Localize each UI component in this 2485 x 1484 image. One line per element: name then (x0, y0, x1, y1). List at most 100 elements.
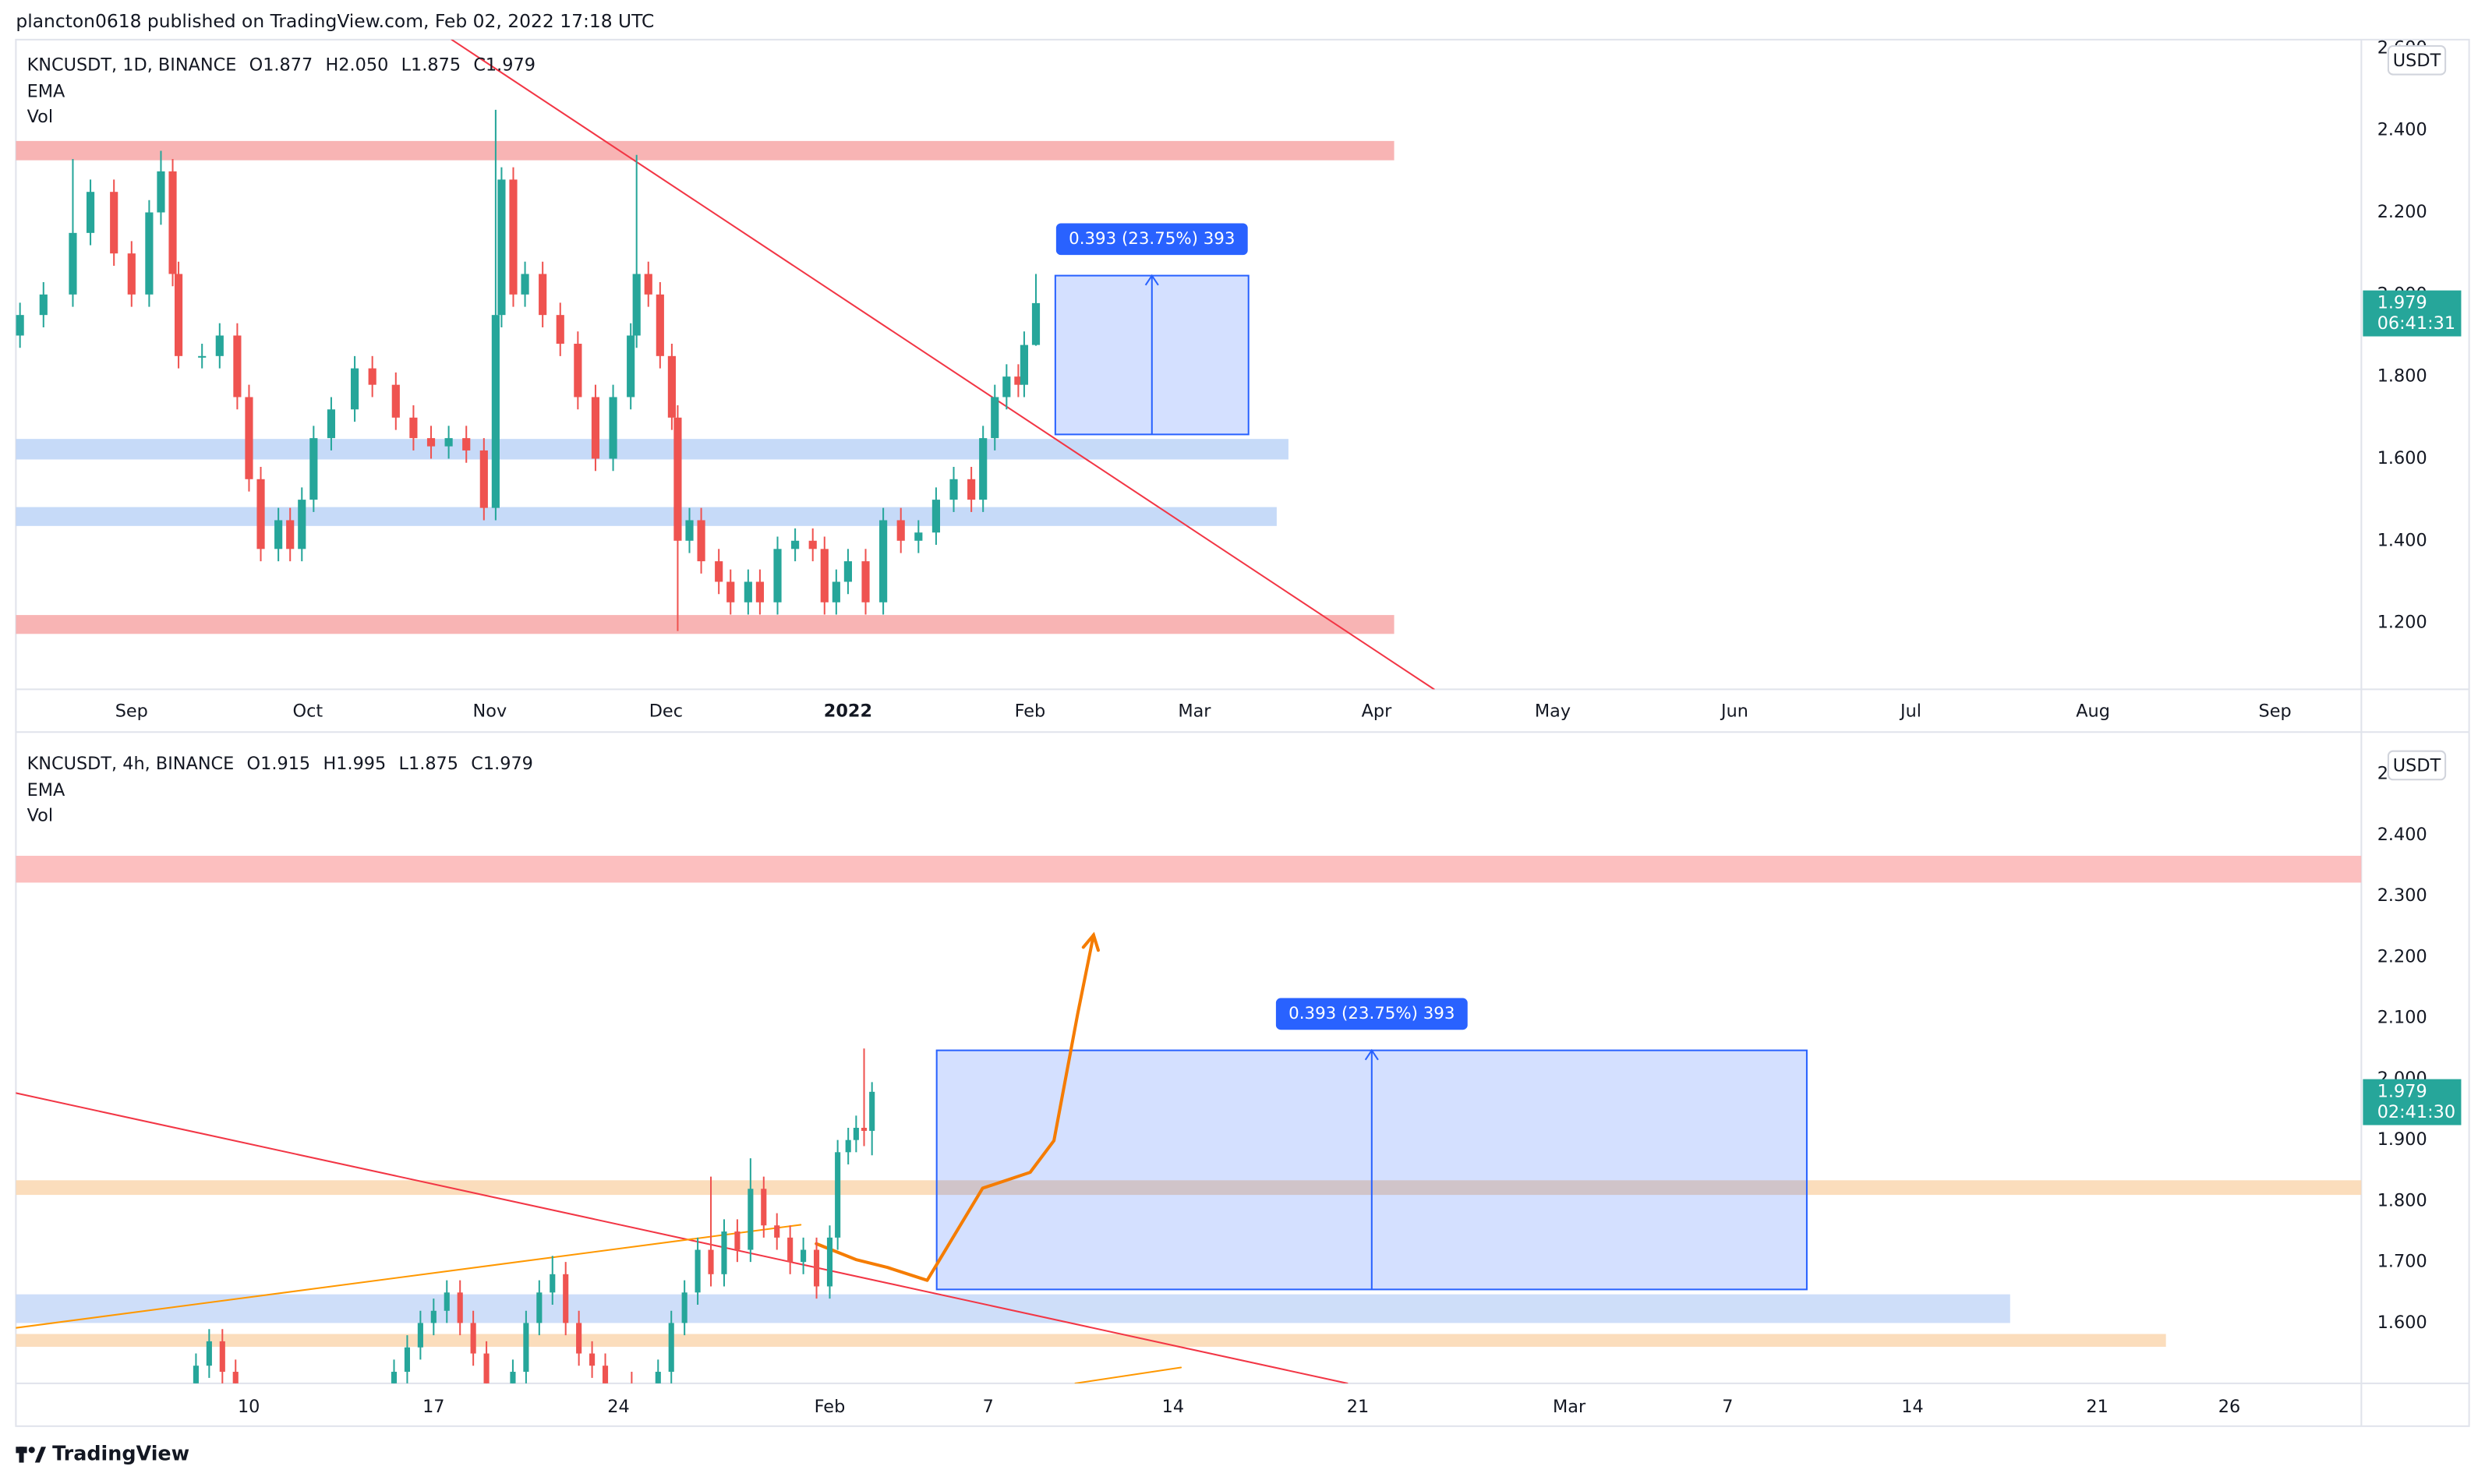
candle-body (774, 1225, 780, 1238)
candle-body (589, 1353, 596, 1366)
y-tick-label: 2.200 (2377, 202, 2427, 222)
pane (16, 855, 2362, 1383)
candle-body (685, 520, 694, 541)
candle-body (193, 1366, 199, 1383)
x-tick-label: Nov (473, 701, 507, 721)
candle-body (391, 1372, 398, 1383)
y-tick-label: 1.800 (2377, 1190, 2427, 1210)
candle-body (110, 192, 118, 254)
candle-body (813, 1249, 820, 1287)
candle-body (808, 540, 817, 549)
candle-body (787, 1237, 794, 1263)
symbol: KNCUSDT, 4h, BINANCE (27, 753, 235, 773)
measure-arrowhead (1364, 1048, 1379, 1061)
drawn-line (16, 1092, 1349, 1383)
candle-body (215, 335, 224, 356)
candle-body (761, 1189, 767, 1226)
indicator: EMA (27, 780, 65, 800)
symbol: KNCUSDT, 1D, BINANCE (27, 55, 237, 75)
candle-body (697, 520, 705, 562)
candle-body (773, 549, 782, 602)
candle-body (198, 355, 207, 358)
arrowhead (1081, 931, 1100, 952)
candle-body (602, 1366, 609, 1383)
candle-body (668, 1323, 674, 1373)
ohlc-value: H1.995 (323, 753, 386, 773)
drawn-line (1074, 1366, 1182, 1383)
zone (16, 1180, 2362, 1196)
candle-body (609, 397, 617, 459)
x-tick-label: 14 (1901, 1397, 1923, 1417)
candle-body (576, 1323, 582, 1354)
candle-body (708, 1249, 714, 1274)
candle-body (655, 1372, 661, 1383)
candle-body (721, 1231, 727, 1274)
candle-body (556, 315, 564, 344)
candle-body (861, 1128, 868, 1131)
candle-body (86, 192, 95, 233)
x-tick-label: 7 (1722, 1397, 1733, 1417)
ohlc-value: H2.050 (325, 55, 388, 75)
last-price: 1.979 (2377, 1081, 2427, 1101)
zone (16, 507, 1277, 526)
candle-body (16, 315, 24, 336)
candle-body (350, 368, 359, 410)
candle-body (755, 581, 764, 602)
candle-body (219, 1341, 225, 1373)
candle-body (430, 1310, 437, 1323)
candle-body (286, 520, 295, 549)
candle-body (979, 438, 988, 500)
candle-body (632, 274, 641, 336)
candle-body (734, 1231, 741, 1250)
y-tick-label: 1.600 (2377, 1313, 2427, 1333)
candle-body (820, 549, 829, 602)
candle-body (1002, 376, 1011, 398)
symbol-legend: KNCUSDT, 4h, BINANCE O1.915 H1.995 L1.875 C1… (27, 753, 533, 773)
x-tick-label: Jun (1720, 701, 1748, 721)
candle-body (274, 520, 283, 549)
candle-body (835, 1152, 841, 1238)
candle-body (826, 1237, 833, 1287)
candle-body (444, 438, 453, 447)
candle-body (695, 1249, 701, 1293)
x-tick-label: Apr (1362, 701, 1392, 721)
candle-body (256, 479, 265, 549)
candle-body (869, 1091, 875, 1131)
measure-label-box (1275, 998, 1468, 1030)
candle-body (69, 232, 77, 295)
x-tick-label: 14 (1162, 1397, 1184, 1417)
y-tick-label: 1.600 (2377, 448, 2427, 468)
candle-body (715, 561, 723, 582)
candle-body (404, 1347, 411, 1373)
candle-body (1031, 302, 1041, 345)
x-tick-label: 24 (607, 1397, 629, 1417)
ohlc-value: L1.875 (399, 753, 458, 773)
y-tick-label: 1.800 (2377, 366, 2427, 387)
ohlc-value: C1.979 (471, 753, 533, 773)
indicator: Vol (27, 806, 53, 826)
x-tick-label: May (1535, 701, 1571, 721)
publish-note: plancton0618 published on TradingView.co… (16, 10, 654, 32)
candle-body (233, 335, 242, 398)
x-tick-label: Aug (2076, 701, 2110, 721)
candle-body (627, 335, 635, 398)
drawn-line (16, 1224, 802, 1329)
tradingview-logo (16, 1447, 47, 1463)
candle-body (914, 532, 923, 541)
candle-body (521, 274, 529, 295)
candle-body (563, 1274, 569, 1323)
y-tick-label: 1.900 (2377, 1129, 2427, 1150)
ohlc-value: C1.979 (473, 55, 536, 75)
pane (16, 39, 1435, 690)
candle-body (667, 355, 676, 418)
y-tick-label: 1.200 (2377, 613, 2427, 633)
y-tick-label: 2.300 (2377, 885, 2427, 906)
x-tick-label: 10 (238, 1397, 260, 1417)
candle-body (949, 479, 958, 500)
candle-body (497, 179, 506, 316)
currency: USDT (2393, 51, 2441, 71)
candle-body (444, 1292, 450, 1311)
y-tick-label: 2.400 (2377, 825, 2427, 845)
